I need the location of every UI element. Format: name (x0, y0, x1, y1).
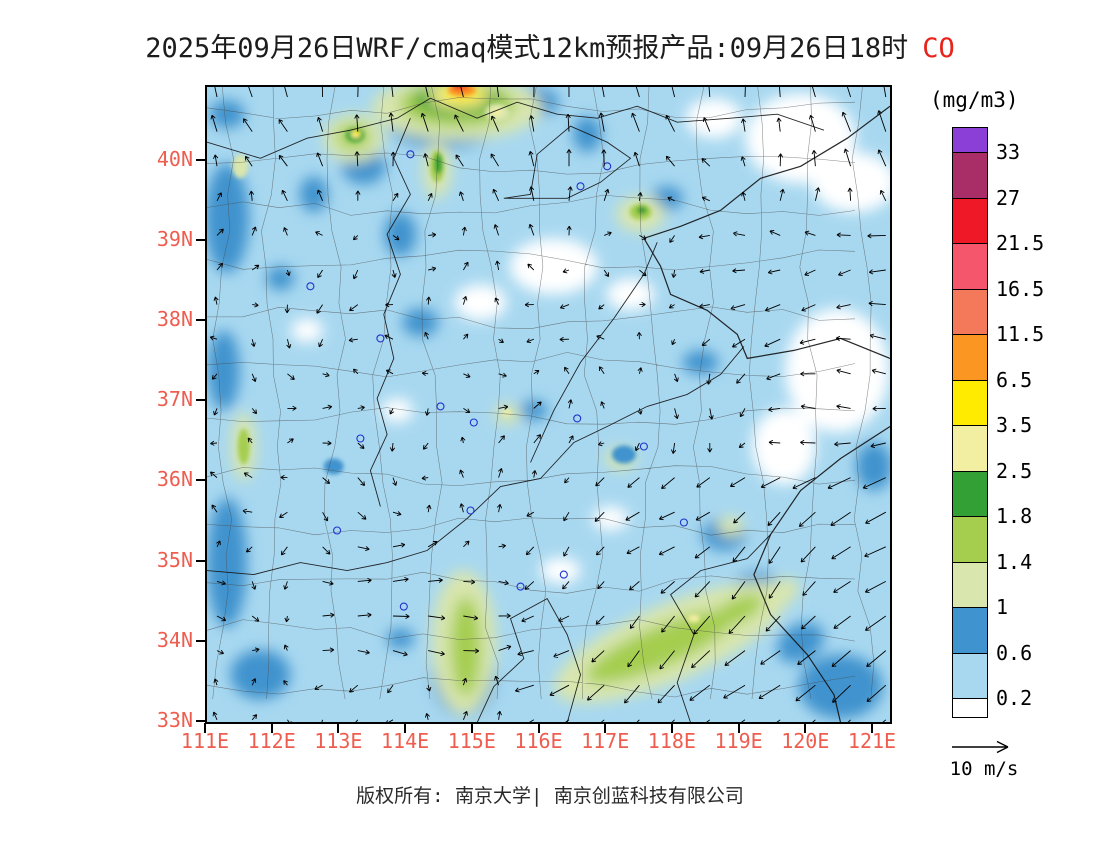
lon-axis-label: 117E (581, 729, 630, 753)
colorbar-tick-label: 33 (996, 140, 1021, 164)
map-frame (205, 85, 892, 724)
lon-axis-label: 111E (180, 729, 230, 753)
colorbar-tick-label: 1.8 (996, 504, 1033, 528)
lat-axis-label: 39N (156, 227, 193, 252)
county-boundaries (207, 87, 875, 700)
wind-reference-arrow (952, 740, 1009, 754)
lon-tick (670, 723, 673, 733)
lat-tick (196, 239, 206, 242)
colorbar-box (952, 379, 988, 426)
lon-axis-label: 114E (381, 729, 430, 753)
lon-axis-label: 118E (647, 729, 696, 753)
lat-tick (196, 319, 206, 322)
concentration-field-detail (232, 87, 700, 623)
lon-axis-label: 115E (447, 729, 496, 753)
lat-tick (196, 559, 206, 562)
lat-axis-label: 40N (156, 147, 193, 172)
concentration-field (207, 87, 890, 719)
lat-axis-label: 34N (156, 627, 193, 652)
lat-tick (196, 479, 206, 482)
lon-axis-label: 116E (514, 729, 563, 753)
pollutant-label: CO (922, 33, 955, 64)
colorbar-tick-label: 1.4 (996, 549, 1033, 574)
lat-axis-label: 36N (156, 467, 193, 492)
page-title: 2025年09月26日WRF/cmaq模式12km预报产品:09月26日18时 C… (0, 26, 1100, 65)
colorbar-box (952, 607, 988, 654)
contour-rings (306, 150, 688, 611)
lon-tick (804, 723, 807, 733)
colorbar-box (952, 470, 988, 517)
colorbar-box (952, 516, 988, 563)
copyright-footer: 版权所有: 南京大学| 南京创蓝科技有限公司 (356, 785, 744, 807)
colorbar-box (952, 561, 988, 608)
lon-axis-label: 119E (714, 729, 763, 753)
lon-tick (537, 723, 540, 733)
colorbar-box (952, 334, 988, 381)
colorbar-box (952, 652, 988, 699)
colorbar-box (952, 698, 988, 718)
lon-tick (604, 723, 607, 733)
lat-axis-label: 38N (156, 307, 193, 332)
colorbar-box (952, 243, 988, 290)
lat-tick (196, 399, 206, 402)
lon-axis-label: 112E (247, 729, 296, 753)
wind-reference-label: 10 m/s (949, 758, 1019, 780)
lon-tick (871, 723, 873, 733)
lat-tick (196, 639, 206, 642)
colorbar-box (952, 425, 988, 472)
colorbar-box (952, 197, 988, 244)
colorbar-box (952, 152, 988, 199)
forecast-map (207, 87, 890, 722)
colorbar-box (952, 127, 988, 153)
wind-arrows (209, 87, 887, 722)
colorbar-unit-label: (mg/m3) (930, 88, 1019, 112)
lon-tick (737, 723, 740, 733)
title-text: 2025年09月26日WRF/cmaq模式12km预报产品:09月26日18时 (145, 33, 909, 64)
lat-axis-label: 33N (156, 707, 193, 732)
colorbar-tick-label: 27 (996, 185, 1021, 210)
colorbar-tick-label: 16.5 (996, 276, 1045, 301)
colorbar-tick-label: 0.2 (996, 686, 1033, 710)
lat-tick (196, 719, 206, 722)
colorbar-tick-label: 3.5 (996, 413, 1033, 437)
colorbar-box (952, 288, 988, 335)
lon-tick (204, 723, 206, 733)
lat-axis-label: 37N (156, 387, 193, 412)
colorbar (952, 127, 988, 719)
lon-axis-label: 121E (847, 729, 897, 753)
province-boundaries-and-coastline (207, 97, 890, 722)
lon-axis-label: 113E (314, 729, 363, 753)
lon-tick (470, 723, 473, 733)
lon-axis-label: 120E (781, 729, 830, 753)
lon-tick (337, 723, 340, 733)
colorbar-tick-label: 1 (996, 595, 1009, 619)
colorbar-tick-label: 21.5 (996, 231, 1045, 255)
colorbar-tick-label: 6.5 (996, 367, 1033, 392)
lon-tick (270, 723, 273, 733)
colorbar-tick-label: 0.6 (996, 640, 1033, 665)
colorbar-tick-label: 2.5 (996, 458, 1033, 483)
lon-tick (404, 723, 407, 733)
colorbar-tick-label: 11.5 (996, 322, 1045, 346)
lat-tick (196, 159, 206, 162)
lat-axis-label: 35N (156, 547, 193, 572)
map-canvas (207, 87, 890, 722)
